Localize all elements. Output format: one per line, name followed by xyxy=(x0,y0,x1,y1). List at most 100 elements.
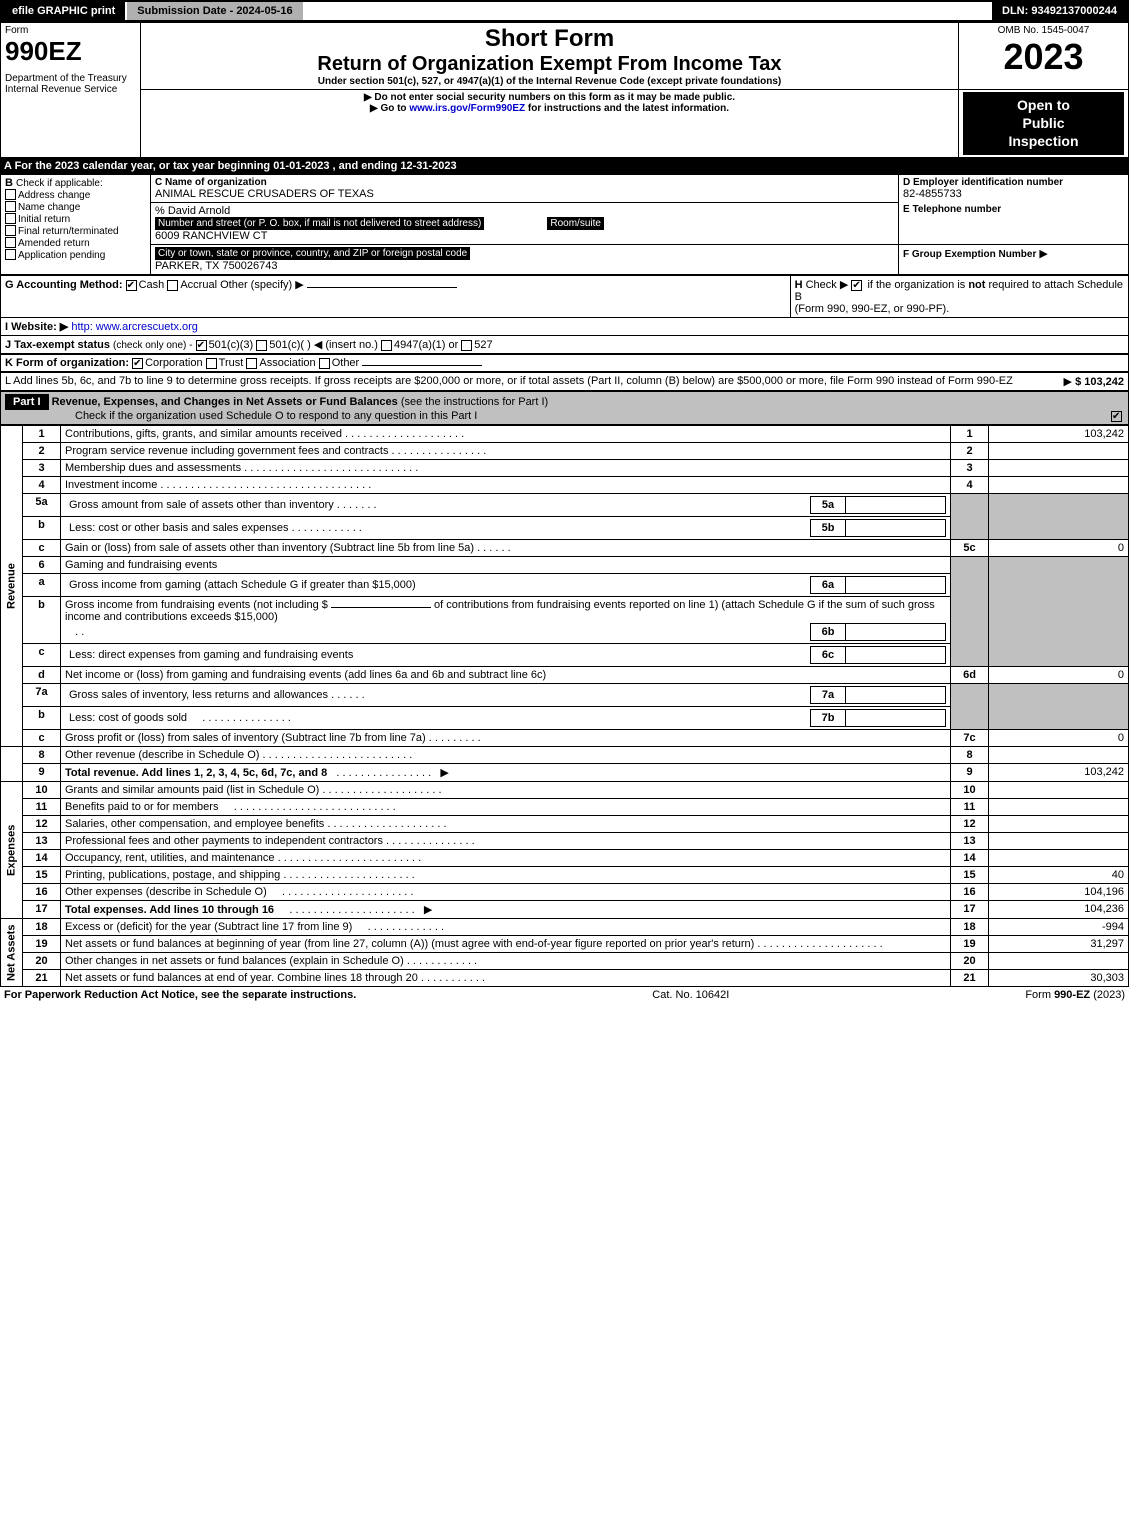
part1-label: Part I xyxy=(5,394,49,410)
section-g-label: G Accounting Method: xyxy=(5,279,123,291)
checkbox-accrual[interactable] xyxy=(167,280,178,291)
city-value: PARKER, TX 750026743 xyxy=(155,260,894,272)
irs-label: Internal Revenue Service xyxy=(5,84,136,95)
checkbox-name-change[interactable] xyxy=(5,201,16,212)
line-amount: 0 xyxy=(989,540,1129,557)
line-box: 8 xyxy=(951,747,989,764)
checkbox-final-return[interactable] xyxy=(5,225,16,236)
line-text: Gross income from gaming (attach Schedul… xyxy=(61,574,951,597)
efile-print-button[interactable]: efile GRAPHIC print xyxy=(2,2,127,20)
inner-box: 7a xyxy=(811,687,846,704)
dln-label: DLN: 93492137000244 xyxy=(992,2,1127,20)
checkbox-other-org[interactable] xyxy=(319,358,330,369)
inner-box: 5b xyxy=(811,520,846,537)
line-amount xyxy=(989,816,1129,833)
section-k-table: K Form of organization: Corporation Trus… xyxy=(0,354,1129,372)
checkbox-527[interactable] xyxy=(461,340,472,351)
form-header-table: Form 990EZ Department of the Treasury In… xyxy=(0,22,1129,158)
checkbox-cash[interactable] xyxy=(126,280,137,291)
line-text: Less: direct expenses from gaming and fu… xyxy=(61,644,951,667)
section-l-table: L Add lines 5b, 6c, and 7b to line 9 to … xyxy=(0,372,1129,391)
checkbox-trust[interactable] xyxy=(206,358,217,369)
shaded-cell xyxy=(951,684,989,730)
goto-link-row: ▶ Go to www.irs.gov/Form990EZ for instru… xyxy=(145,103,954,114)
label-other-method: Other (specify) ▶ xyxy=(220,279,304,291)
org-name: ANIMAL RESCUE CRUSADERS OF TEXAS xyxy=(155,188,894,200)
line-num: 5a xyxy=(23,494,61,517)
section-h-text4: (Form 990, 990-EZ, or 990-PF). xyxy=(795,303,950,315)
label-4947: 4947(a)(1) or xyxy=(394,339,458,351)
checkbox-association[interactable] xyxy=(246,358,257,369)
checkbox-501c3[interactable] xyxy=(196,340,207,351)
line-box: 18 xyxy=(951,919,989,936)
part1-title: Revenue, Expenses, and Changes in Net As… xyxy=(52,396,398,408)
checkbox-address-change[interactable] xyxy=(5,189,16,200)
line-amount: 0 xyxy=(989,730,1129,747)
website-link[interactable]: http: www.arcrescuetx.org xyxy=(71,321,198,333)
section-h-label: H xyxy=(795,279,803,291)
line-box: 13 xyxy=(951,833,989,850)
irs-link[interactable]: www.irs.gov/Form990EZ xyxy=(409,103,525,114)
checkbox-schedule-o[interactable] xyxy=(1111,411,1122,422)
line-num: b xyxy=(23,597,61,644)
top-bar: efile GRAPHIC print Submission Date - 20… xyxy=(0,0,1129,22)
inner-box: 7b xyxy=(811,710,846,727)
form-title: Short Form xyxy=(145,25,954,53)
line-amount xyxy=(989,799,1129,816)
label-initial-return: Initial return xyxy=(18,214,70,225)
omb-number: OMB No. 1545-0047 xyxy=(963,25,1124,36)
line-num: 1 xyxy=(23,426,61,443)
inner-amount xyxy=(846,647,946,664)
inner-amount xyxy=(846,577,946,594)
line-box: 14 xyxy=(951,850,989,867)
line-num: 8 xyxy=(23,747,61,764)
section-b-label: B xyxy=(5,177,13,189)
inner-box: 6b xyxy=(811,624,846,641)
line-text: Net assets or fund balances at beginning… xyxy=(61,936,951,953)
checkbox-4947[interactable] xyxy=(381,340,392,351)
inner-amount xyxy=(846,687,946,704)
label-corporation: Corporation xyxy=(145,357,202,369)
under-section: Under section 501(c), 527, or 4947(a)(1)… xyxy=(145,76,954,87)
checkbox-schedule-b[interactable] xyxy=(851,280,862,291)
line-text: Gross income from fundraising events (no… xyxy=(61,597,951,644)
label-association: Association xyxy=(259,357,315,369)
inner-box: 6a xyxy=(811,577,846,594)
shaded-cell xyxy=(989,494,1129,540)
dept-label: Department of the Treasury xyxy=(5,73,136,84)
netassets-side-label: Net Assets xyxy=(1,919,23,987)
line-box: 3 xyxy=(951,460,989,477)
label-527: 527 xyxy=(474,339,492,351)
line-num: 21 xyxy=(23,970,61,987)
line-num: 18 xyxy=(23,919,61,936)
shaded-cell xyxy=(951,557,989,667)
label-cash: Cash xyxy=(139,279,165,291)
submission-date-button[interactable]: Submission Date - 2024-05-16 xyxy=(127,2,304,20)
section-h-text2: if the organization is xyxy=(867,279,968,291)
line-num: 20 xyxy=(23,953,61,970)
line-num: b xyxy=(23,707,61,730)
line-box: 2 xyxy=(951,443,989,460)
line-num: 15 xyxy=(23,867,61,884)
line-box: 7c xyxy=(951,730,989,747)
line-num: 13 xyxy=(23,833,61,850)
label-501c3: 501(c)(3) xyxy=(209,339,254,351)
footer-right: Form 990-EZ (2023) xyxy=(1025,989,1125,1001)
inner-amount xyxy=(846,520,946,537)
street-label: Number and street (or P. O. box, if mail… xyxy=(155,217,484,230)
other-method-input[interactable] xyxy=(307,287,457,288)
line-amount xyxy=(989,477,1129,494)
shaded-cell xyxy=(989,684,1129,730)
checkbox-app-pending[interactable] xyxy=(5,249,16,260)
line-box: 1 xyxy=(951,426,989,443)
checkbox-initial-return[interactable] xyxy=(5,213,16,224)
other-org-input[interactable] xyxy=(362,365,482,366)
checkbox-501c[interactable] xyxy=(256,340,267,351)
footer-mid: Cat. No. 10642I xyxy=(652,989,729,1001)
fundraising-amount-input[interactable] xyxy=(331,607,431,608)
checkbox-amended[interactable] xyxy=(5,237,16,248)
line-box: 11 xyxy=(951,799,989,816)
label-501c: 501(c)( ) ◀ (insert no.) xyxy=(269,339,378,351)
checkbox-corporation[interactable] xyxy=(132,358,143,369)
part1-header: Part I Revenue, Expenses, and Changes in… xyxy=(0,391,1129,425)
